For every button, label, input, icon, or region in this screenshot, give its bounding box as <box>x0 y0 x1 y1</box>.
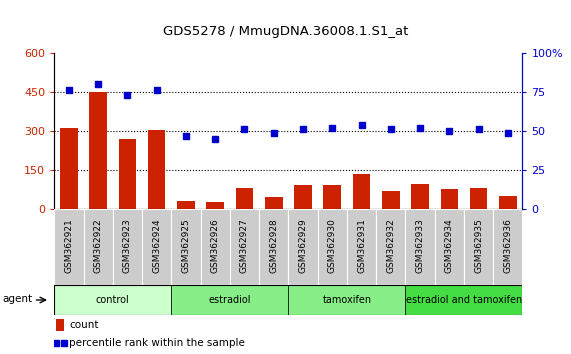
Bar <box>288 285 405 315</box>
Bar <box>288 209 317 285</box>
Bar <box>353 174 370 209</box>
Text: estradiol: estradiol <box>208 295 251 305</box>
Bar <box>54 285 171 315</box>
Bar <box>177 201 195 209</box>
Text: GDS5278 / MmugDNA.36008.1.S1_at: GDS5278 / MmugDNA.36008.1.S1_at <box>163 25 408 38</box>
Bar <box>56 319 64 331</box>
Bar <box>499 196 517 209</box>
Bar <box>382 191 400 209</box>
Bar <box>83 209 112 285</box>
Bar <box>89 92 107 209</box>
Bar <box>376 209 405 285</box>
Text: GSM362930: GSM362930 <box>328 218 337 273</box>
Bar <box>54 209 83 285</box>
Text: agent: agent <box>3 293 33 303</box>
Bar <box>60 129 78 209</box>
Bar <box>411 184 429 209</box>
Text: GSM362926: GSM362926 <box>211 218 220 273</box>
Text: GSM362931: GSM362931 <box>357 218 366 273</box>
Bar <box>142 209 171 285</box>
Bar <box>236 188 254 209</box>
Text: GSM362935: GSM362935 <box>474 218 483 273</box>
Bar <box>294 185 312 209</box>
Text: GSM362922: GSM362922 <box>94 218 103 273</box>
Bar <box>113 209 142 285</box>
Bar <box>200 209 230 285</box>
Bar <box>265 197 283 209</box>
Bar <box>119 139 136 209</box>
Text: tamoxifen: tamoxifen <box>322 295 372 305</box>
Bar <box>347 209 376 285</box>
Text: GSM362928: GSM362928 <box>269 218 278 273</box>
Text: GSM362927: GSM362927 <box>240 218 249 273</box>
Text: GSM362929: GSM362929 <box>299 218 308 273</box>
Bar <box>441 189 458 209</box>
Bar <box>317 209 347 285</box>
Bar <box>207 202 224 209</box>
Bar <box>464 209 493 285</box>
Bar <box>148 130 166 209</box>
Bar <box>230 209 259 285</box>
Text: GSM362932: GSM362932 <box>386 218 395 273</box>
Bar <box>259 209 288 285</box>
Text: GSM362924: GSM362924 <box>152 218 161 273</box>
Text: GSM362921: GSM362921 <box>65 218 74 273</box>
Text: GSM362925: GSM362925 <box>182 218 191 273</box>
Text: GSM362923: GSM362923 <box>123 218 132 273</box>
Text: GSM362933: GSM362933 <box>416 218 425 273</box>
Text: estradiol and tamoxifen: estradiol and tamoxifen <box>406 295 522 305</box>
Bar <box>470 188 488 209</box>
Text: count: count <box>69 320 98 330</box>
Bar <box>323 185 341 209</box>
Text: GSM362934: GSM362934 <box>445 218 454 273</box>
Bar <box>435 209 464 285</box>
Bar <box>405 209 435 285</box>
Bar <box>171 209 200 285</box>
Text: control: control <box>96 295 130 305</box>
Text: GSM362936: GSM362936 <box>503 218 512 273</box>
Bar <box>171 285 288 315</box>
Bar <box>405 285 522 315</box>
Bar <box>493 209 522 285</box>
Text: percentile rank within the sample: percentile rank within the sample <box>69 338 245 348</box>
